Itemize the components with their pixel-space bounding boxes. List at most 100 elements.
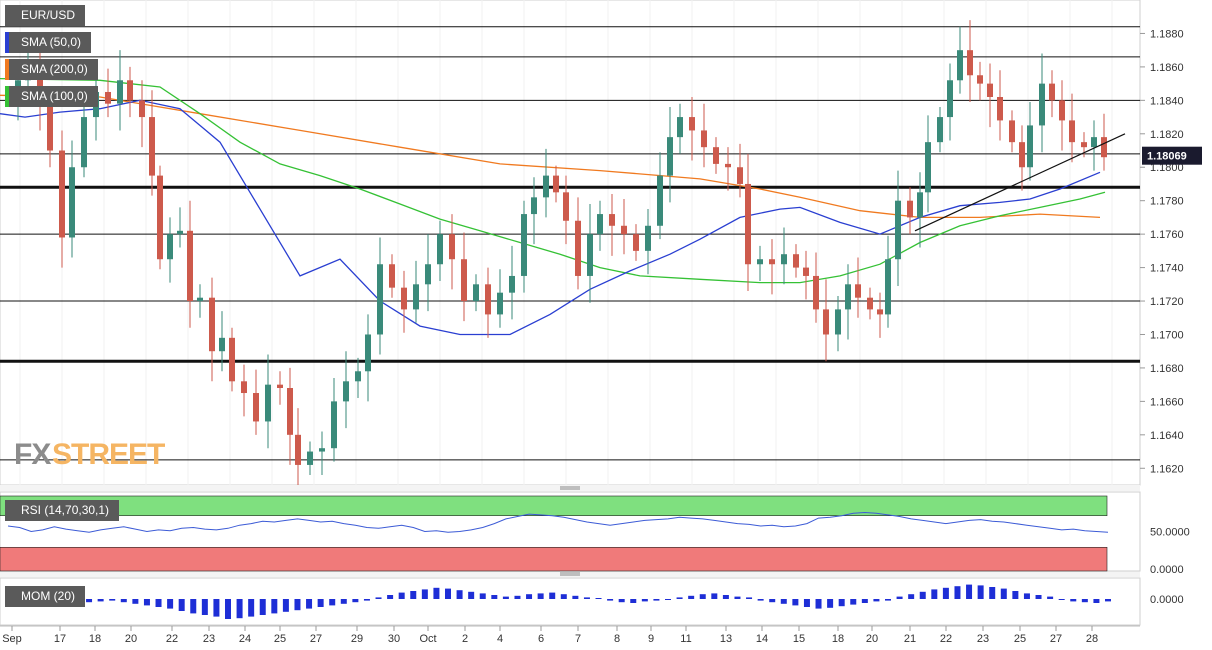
candle-body [389, 264, 395, 288]
candle-body [725, 163, 731, 168]
candle-body [149, 117, 155, 176]
candle-body [157, 175, 163, 260]
ascending-trendline [914, 133, 1126, 232]
candle-body [937, 117, 943, 143]
mom-bar [1000, 588, 1007, 599]
rsi-legend[interactable]: RSI (14,70,30,1) [5, 500, 120, 521]
x-tick-label: 14 [756, 633, 768, 645]
candle-body [509, 275, 515, 293]
y-tick-label: 1.1640 [1150, 430, 1184, 442]
x-tick-label: 23 [977, 633, 989, 645]
sma50-legend[interactable]: SMA (50,0) [5, 32, 92, 53]
mom-bar [780, 599, 787, 604]
candles [15, 20, 1107, 485]
y-tick-label: 1.1680 [1150, 363, 1184, 375]
mom-bar [225, 599, 231, 619]
mom-bar [86, 599, 93, 603]
mom-bar [618, 599, 625, 603]
rsi-tick-label: 50.0000 [1150, 527, 1190, 539]
mom-bar [769, 599, 776, 603]
candle-body [835, 309, 841, 335]
candle-body [877, 309, 883, 315]
rsi-overbought-zone [0, 495, 1108, 517]
candle-body [745, 183, 751, 265]
mom-bar [549, 592, 556, 599]
mom-bar [479, 593, 486, 599]
y-tick-label: 1.1620 [1150, 463, 1184, 475]
last-price-tag [1142, 146, 1202, 165]
candle-body [621, 225, 627, 235]
mom-legend[interactable]: MOM (20) [5, 586, 85, 607]
candle-body [689, 117, 695, 131]
sma100-legend[interactable]: SMA (100,0) [5, 86, 98, 107]
y-tick-label: 1.1700 [1150, 329, 1184, 341]
candle-body [977, 75, 983, 84]
mom-bar [665, 599, 671, 600]
mom-bar [398, 592, 405, 599]
x-tick-label: 9 [648, 633, 654, 645]
x-tick-label: 27 [310, 633, 322, 645]
candle-body [197, 297, 203, 302]
candle-body [1101, 137, 1107, 158]
mom-bar [746, 597, 753, 599]
candle-body [563, 192, 569, 221]
mom-bar [827, 599, 834, 608]
candle-body [967, 50, 973, 76]
candle-body [957, 50, 963, 81]
mom-bar [861, 599, 868, 603]
candle-body [667, 137, 673, 176]
mom-bar [653, 599, 660, 601]
candle-body [855, 284, 861, 298]
mom-bar [468, 591, 475, 599]
rsi-tick-label: 0.0000 [1150, 564, 1184, 576]
mom-bar [201, 599, 208, 615]
mom-bar [1058, 599, 1065, 600]
candle-body [793, 254, 799, 268]
candle-body [803, 267, 809, 276]
x-tick-label: 21 [904, 633, 916, 645]
x-tick-label: 6 [538, 633, 544, 645]
mom-plot-area [0, 577, 1141, 626]
mom-bar [120, 599, 127, 603]
mom-bar [271, 599, 278, 614]
mom-bar [294, 599, 301, 611]
candle-body [543, 175, 549, 198]
mom-bar [885, 599, 891, 601]
mom-bar [1012, 591, 1019, 599]
mom-bar [815, 599, 822, 609]
candle-body [377, 264, 383, 335]
symbol-label[interactable]: EUR/USD [5, 5, 86, 26]
panel-separator [0, 571, 1140, 577]
candle-body [713, 147, 719, 164]
candle-body [657, 175, 663, 226]
candle-body [701, 130, 707, 148]
x-tick-label: 2 [462, 633, 468, 645]
candle-body [485, 284, 491, 315]
candle-body [461, 259, 467, 302]
candle-body [241, 381, 247, 394]
mom-bar [1070, 599, 1077, 602]
candle-body [1069, 120, 1075, 143]
mom-bar [97, 599, 104, 602]
candle-body [1049, 83, 1055, 101]
mom-bar [456, 590, 463, 599]
mom-bar [143, 599, 150, 606]
sma200-legend[interactable]: SMA (200,0) [5, 59, 98, 80]
candle-body [1019, 142, 1025, 168]
candle-body [1059, 100, 1065, 121]
mom-bar [931, 589, 938, 599]
mom-bar [1047, 596, 1054, 599]
x-tick-label: 18 [832, 633, 844, 645]
candle-body [437, 234, 443, 265]
x-tick-label: 29 [351, 633, 363, 645]
candle-body [319, 448, 325, 452]
mom-bar [306, 599, 313, 609]
mom-bar [421, 589, 428, 599]
candle-body [1081, 142, 1087, 148]
candle-body [677, 117, 683, 138]
y-tick-label: 1.1720 [1150, 296, 1184, 308]
mom-bar [1023, 593, 1030, 599]
mom-bar [178, 599, 185, 611]
mom-bar [838, 599, 845, 607]
